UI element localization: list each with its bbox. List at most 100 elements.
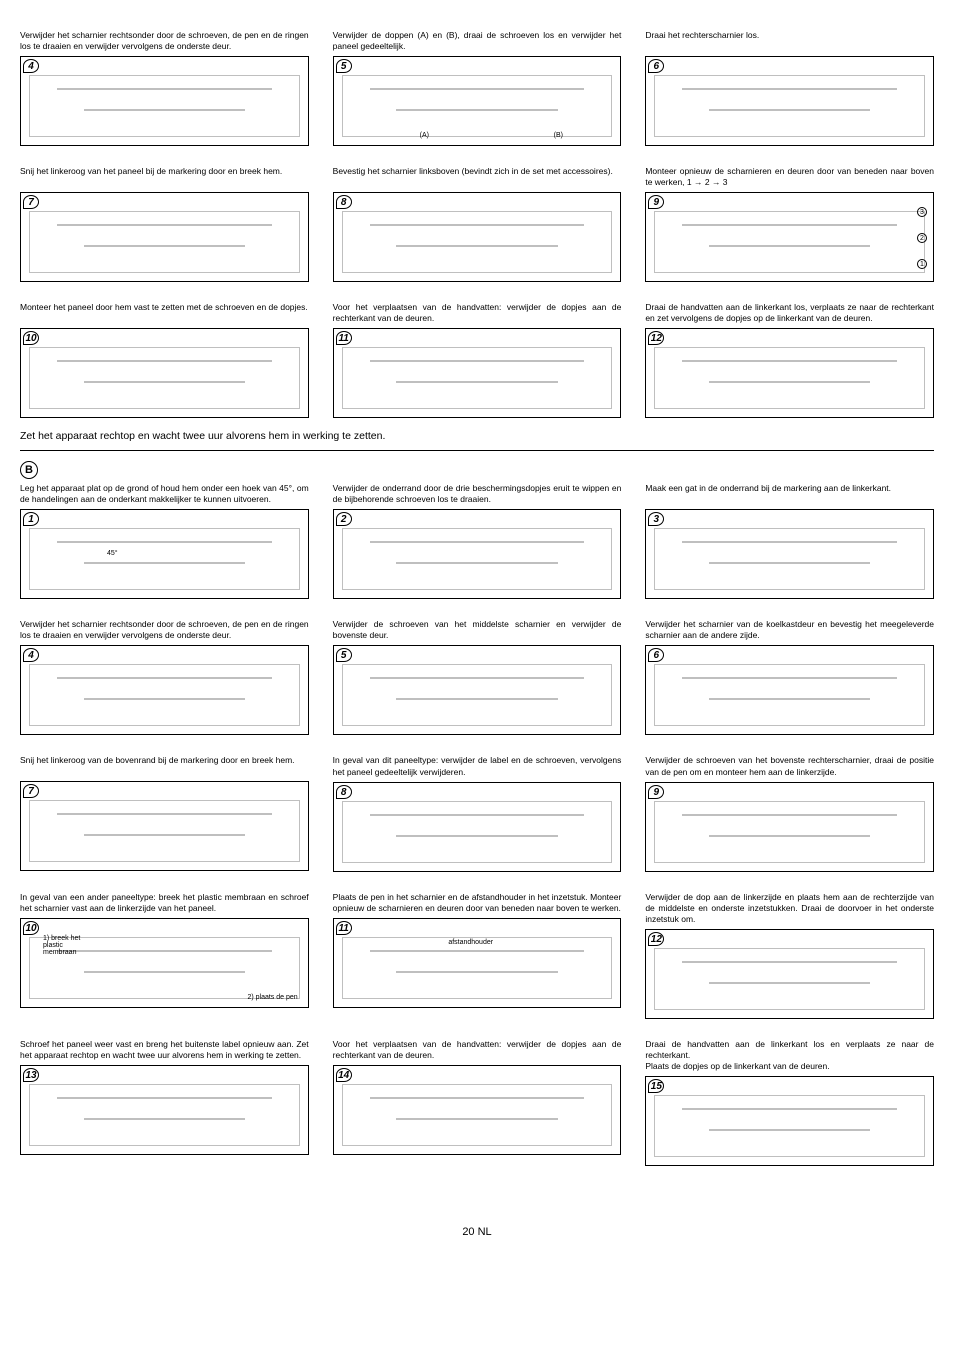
figure-number: 6 bbox=[648, 59, 664, 73]
step-text: Verwijder de schroeven van het middelste… bbox=[333, 619, 622, 641]
figure: 3 bbox=[645, 509, 934, 599]
step-b14: Voor het verplaatsen van de handvatten: … bbox=[333, 1039, 622, 1166]
figure-number: 8 bbox=[336, 195, 352, 209]
figure: 6 bbox=[645, 645, 934, 735]
figure-number: 13 bbox=[23, 1068, 39, 1082]
step-text: Bevestig het scharnier linksboven (bevin… bbox=[333, 166, 622, 188]
figure-number: 3 bbox=[648, 512, 664, 526]
step-a9: Monteer opnieuw de scharnieren en deuren… bbox=[645, 166, 934, 282]
step-text: Draai de handvatten aan de linkerkant lo… bbox=[645, 1039, 934, 1072]
step-b3: Maak een gat in de onderrand bij de mark… bbox=[645, 483, 934, 599]
figure: 4 bbox=[20, 645, 309, 735]
step-text: Draai het rechterscharnier los. bbox=[645, 30, 934, 52]
figure: 4 bbox=[20, 56, 309, 146]
figure-number: 11 bbox=[336, 921, 352, 935]
step-b9: Verwijder de schroeven van het bovenste … bbox=[645, 755, 934, 871]
figure: 2 bbox=[333, 509, 622, 599]
figure-number: 15 bbox=[648, 1079, 664, 1093]
figure-number: 5 bbox=[336, 59, 352, 73]
step-text: Verwijder de dop aan de linkerzijde en p… bbox=[645, 892, 934, 925]
step-text: Monteer opnieuw de scharnieren en deuren… bbox=[645, 166, 934, 188]
figure-number: 6 bbox=[648, 648, 664, 662]
figure: 9 bbox=[645, 782, 934, 872]
figure-number: 10 bbox=[23, 921, 39, 935]
step-text: Maak een gat in de onderrand bij de mark… bbox=[645, 483, 934, 505]
step-a5: Verwijder de doppen (A) en (B), draai de… bbox=[333, 30, 622, 146]
figure-number: 7 bbox=[23, 195, 39, 209]
step-text: Plaats de pen in het scharnier en de afs… bbox=[333, 892, 622, 914]
figure: 12 bbox=[645, 929, 934, 1019]
step-text: Verwijder de schroeven van het bovenste … bbox=[645, 755, 934, 777]
step-b1: Leg het apparaat plat op de grond of hou… bbox=[20, 483, 309, 599]
figure: 10 bbox=[20, 328, 309, 418]
figure: 12 bbox=[645, 328, 934, 418]
annotation: (A) bbox=[420, 132, 429, 139]
step-text: Verwijder de doppen (A) en (B), draai de… bbox=[333, 30, 622, 52]
page: Verwijder het scharnier rechtsonder door… bbox=[20, 30, 934, 1238]
step-text: Voor het verplaatsen van de handvatten: … bbox=[333, 302, 622, 324]
figure: 15 bbox=[645, 1076, 934, 1166]
step-b10: In geval van een ander paneeltype: breek… bbox=[20, 892, 309, 1019]
step-text: Draai de handvatten aan de linkerkant lo… bbox=[645, 302, 934, 324]
figure-number: 9 bbox=[648, 785, 664, 799]
figure: 5 bbox=[333, 645, 622, 735]
step-text: Schroef het paneel weer vast en breng he… bbox=[20, 1039, 309, 1061]
annotation: 1) breek het plastic membraan bbox=[43, 935, 83, 956]
step-a7: Snij het linkeroog van het paneel bij de… bbox=[20, 166, 309, 282]
section-b-grid: Leg het apparaat plat op de grond of hou… bbox=[20, 483, 934, 1166]
figure: 11 afstandhouder bbox=[333, 918, 622, 1008]
figure-number: 5 bbox=[336, 648, 352, 662]
figure: 6 bbox=[645, 56, 934, 146]
section-b-marker: B bbox=[20, 461, 38, 479]
figure-number: 14 bbox=[336, 1068, 352, 1082]
figure: 7 bbox=[20, 192, 309, 282]
figure-number: 8 bbox=[336, 785, 352, 799]
figure: 9 3 2 1 bbox=[645, 192, 934, 282]
figure: 11 bbox=[333, 328, 622, 418]
annotation: (B) bbox=[554, 132, 563, 139]
step-b7: Snij het linkeroog van de bovenrand bij … bbox=[20, 755, 309, 871]
step-text: In geval van dit paneeltype: verwijder d… bbox=[333, 755, 622, 777]
step-b13: Schroef het paneel weer vast en breng he… bbox=[20, 1039, 309, 1166]
annotation: 2 bbox=[917, 233, 927, 243]
step-text: Leg het apparaat plat op de grond of hou… bbox=[20, 483, 309, 505]
step-b12: Verwijder de dop aan de linkerzijde en p… bbox=[645, 892, 934, 1019]
step-b15: Draai de handvatten aan de linkerkant lo… bbox=[645, 1039, 934, 1166]
figure-number: 1 bbox=[23, 512, 39, 526]
figure: 14 bbox=[333, 1065, 622, 1155]
step-b11: Plaats de pen in het scharnier en de afs… bbox=[333, 892, 622, 1019]
annotation: 1 bbox=[917, 259, 927, 269]
figure-number: 2 bbox=[336, 512, 352, 526]
step-b2: Verwijder de onderrand door de drie besc… bbox=[333, 483, 622, 599]
figure-number: 12 bbox=[648, 932, 664, 946]
divider bbox=[20, 450, 934, 451]
figure-number: 7 bbox=[23, 784, 39, 798]
step-text: Verwijder het scharnier rechtsonder door… bbox=[20, 30, 309, 52]
step-text: Verwijder het scharnier rechtsonder door… bbox=[20, 619, 309, 641]
figure: 8 bbox=[333, 782, 622, 872]
figure: 5 (A) (B) bbox=[333, 56, 622, 146]
step-text: Snij het linkeroog van de bovenrand bij … bbox=[20, 755, 309, 777]
step-a8: Bevestig het scharnier linksboven (bevin… bbox=[333, 166, 622, 282]
annotation: 45° bbox=[107, 550, 118, 557]
figure-number: 10 bbox=[23, 331, 39, 345]
annotation: 2) plaats de pen bbox=[247, 994, 297, 1001]
section-a-note: Zet het apparaat rechtop en wacht twee u… bbox=[20, 430, 934, 442]
step-a6: Draai het rechterscharnier los. 6 bbox=[645, 30, 934, 146]
figure-number: 4 bbox=[23, 59, 39, 73]
step-a10: Monteer het paneel door hem vast te zett… bbox=[20, 302, 309, 418]
figure-number: 11 bbox=[336, 331, 352, 345]
step-text: Verwijder de onderrand door de drie besc… bbox=[333, 483, 622, 505]
step-text: Snij het linkeroog van het paneel bij de… bbox=[20, 166, 309, 188]
figure: 10 1) breek het plastic membraan 2) plaa… bbox=[20, 918, 309, 1008]
figure-number: 12 bbox=[648, 331, 664, 345]
step-text: In geval van een ander paneeltype: breek… bbox=[20, 892, 309, 914]
figure: 8 bbox=[333, 192, 622, 282]
step-a4: Verwijder het scharnier rechtsonder door… bbox=[20, 30, 309, 146]
step-text: Monteer het paneel door hem vast te zett… bbox=[20, 302, 309, 324]
figure-number: 9 bbox=[648, 195, 664, 209]
annotation: 3 bbox=[917, 207, 927, 217]
figure-number: 4 bbox=[23, 648, 39, 662]
step-a11: Voor het verplaatsen van de handvatten: … bbox=[333, 302, 622, 418]
step-text: Voor het verplaatsen van de handvatten: … bbox=[333, 1039, 622, 1061]
